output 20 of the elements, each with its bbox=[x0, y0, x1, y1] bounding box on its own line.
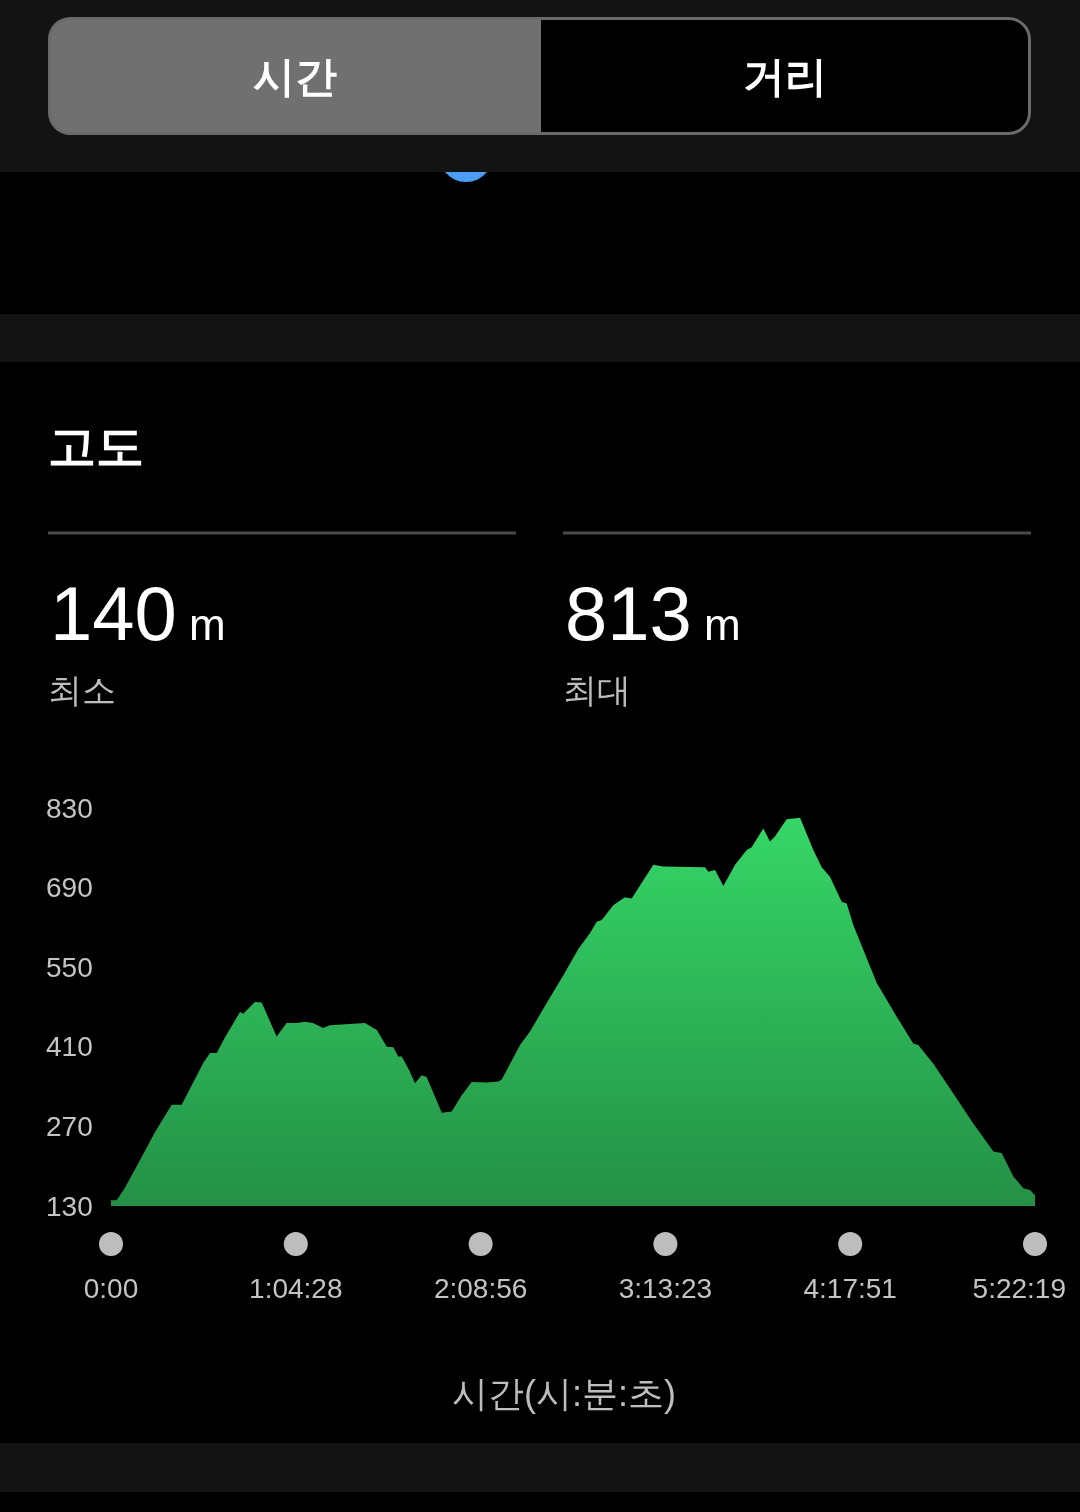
y-tick-label: 830 bbox=[46, 792, 93, 824]
x-tick-label: 5:22:19 bbox=[972, 1272, 1066, 1304]
y-tick-label: 130 bbox=[46, 1190, 93, 1222]
x-tick-label: 1:04:28 bbox=[249, 1272, 343, 1304]
text: 최대 bbox=[563, 671, 631, 709]
x-tick-label: 3:13:23 bbox=[618, 1272, 713, 1304]
text: 최소 bbox=[48, 671, 116, 709]
chart-title: 고도 bbox=[48, 419, 144, 473]
text: 140 m bbox=[50, 571, 226, 656]
x-tick-label: 4:17:51 bbox=[803, 1272, 897, 1304]
text: 813 m bbox=[565, 571, 741, 656]
y-tick-label: 550 bbox=[46, 951, 93, 983]
toggle-button: 거리 bbox=[541, 18, 1030, 134]
y-tick-label: 690 bbox=[46, 872, 93, 904]
y-tick-label: 270 bbox=[46, 1110, 93, 1142]
toggle-button-selected: 시간 bbox=[49, 18, 541, 134]
x-tick-label: 2:08:56 bbox=[433, 1272, 528, 1304]
y-tick-label: 410 bbox=[46, 1031, 93, 1063]
x-tick-label: 0:00 bbox=[83, 1272, 139, 1304]
x-axis-title: 시간(시:분:초) bbox=[452, 1372, 676, 1414]
